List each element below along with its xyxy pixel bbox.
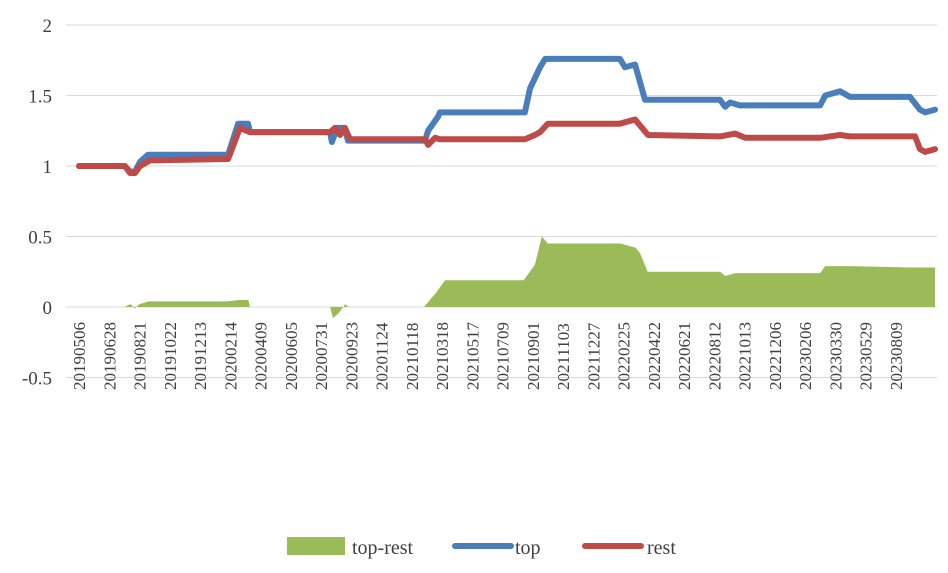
x-tick-label: 20201124 <box>373 322 392 390</box>
x-tick-label: 20200923 <box>342 322 361 390</box>
x-tick-label: 20230206 <box>796 322 815 390</box>
y-tick-label: 2 <box>43 16 53 37</box>
x-axis: 20190506 20190628 20190821 20191022 20191213… <box>70 322 906 391</box>
series-area-top-rest <box>79 236 936 319</box>
x-tick-label: 20221013 <box>736 322 755 390</box>
series-line-rest <box>76 116 939 177</box>
x-tick-label: 20220621 <box>675 322 694 390</box>
x-tick-label: 20220422 <box>645 322 664 390</box>
legend-label-rest: rest <box>647 537 676 559</box>
x-tick-label: 20220225 <box>615 322 634 390</box>
x-tick-label: 20221206 <box>766 322 785 390</box>
x-tick-label: 20220812 <box>705 322 724 390</box>
x-tick-label: 20210901 <box>524 322 543 390</box>
x-tick-label: 20230330 <box>826 322 845 390</box>
legend-label-top: top <box>515 537 541 559</box>
x-tick-label: 20210318 <box>433 322 452 390</box>
y-tick-label: 0 <box>43 298 53 319</box>
x-tick-label: 20210709 <box>494 322 513 390</box>
y-axis: 2 1.5 1 0.5 0 -0.5 <box>22 16 52 390</box>
x-tick-label: 20191213 <box>191 322 210 390</box>
plot-area <box>76 55 939 319</box>
x-tick-label: 20211103 <box>554 323 573 390</box>
x-tick-label: 20191022 <box>161 322 180 390</box>
x-tick-label: 20210517 <box>463 322 482 391</box>
x-tick-label: 20210118 <box>403 323 422 390</box>
x-tick-label: 20200214 <box>221 322 240 391</box>
y-tick-label: 0.5 <box>28 228 52 249</box>
series-line-top <box>76 55 939 175</box>
x-tick-label: 20200731 <box>312 322 331 390</box>
x-tick-label: 20200605 <box>282 322 301 390</box>
x-tick-label: 20190628 <box>100 322 119 390</box>
x-tick-label: 20190821 <box>131 322 150 390</box>
x-tick-label: 20200409 <box>252 322 271 390</box>
y-tick-label: 1.5 <box>28 87 52 108</box>
legend: top-rest top rest <box>287 537 676 559</box>
legend-label-top-rest: top-rest <box>352 537 414 559</box>
x-tick-label: 20190506 <box>70 322 89 390</box>
x-tick-label: 20230529 <box>857 322 876 390</box>
y-tick-label: 1 <box>43 157 53 178</box>
y-tick-label: -0.5 <box>22 369 52 390</box>
x-tick-label: 20211227 <box>584 322 603 390</box>
x-tick-label: 20230809 <box>887 322 906 390</box>
legend-swatch-top-rest <box>287 537 345 555</box>
